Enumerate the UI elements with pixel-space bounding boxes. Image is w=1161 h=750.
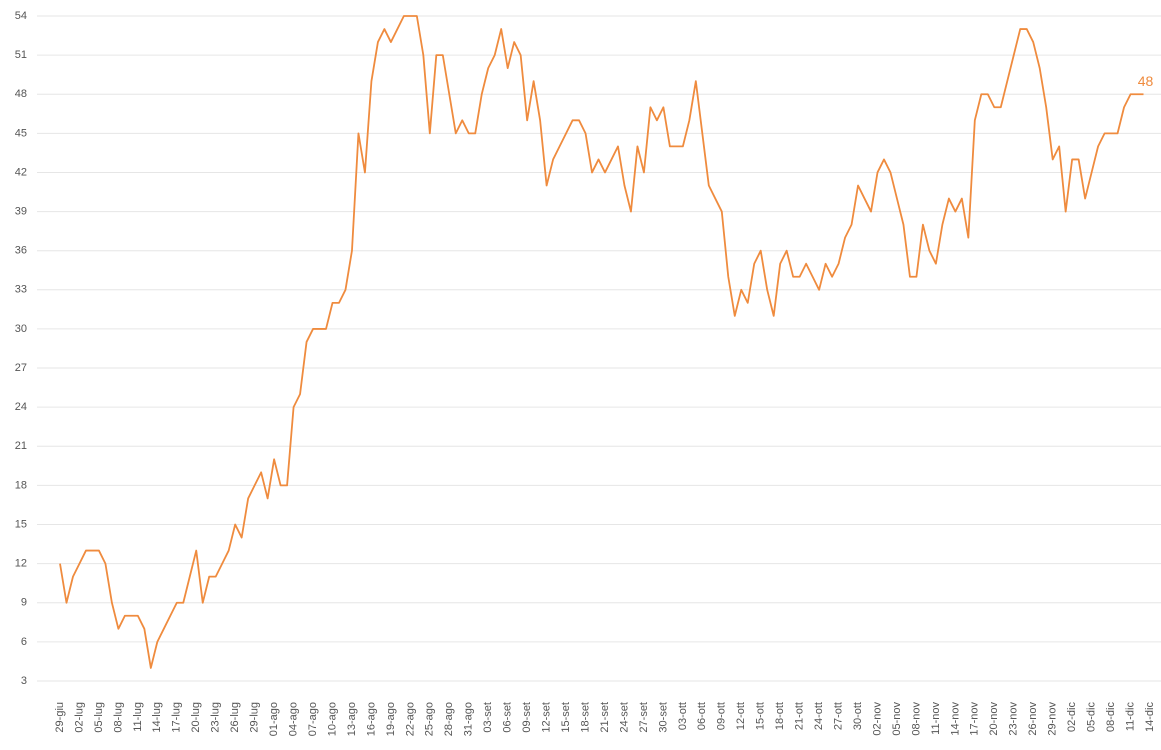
x-tick-label: 11-lug bbox=[132, 702, 144, 732]
y-tick-label: 3 bbox=[21, 675, 27, 687]
y-tick-label: 39 bbox=[15, 205, 27, 217]
x-tick-label: 01-ago bbox=[268, 702, 280, 736]
x-tick-label: 02-dic bbox=[1066, 702, 1078, 732]
y-tick-label: 45 bbox=[15, 127, 27, 139]
x-tick-label: 14-lug bbox=[151, 702, 163, 733]
x-tick-label: 23-nov bbox=[1008, 702, 1020, 736]
y-tick-label: 15 bbox=[15, 518, 27, 530]
y-tick-label: 54 bbox=[15, 10, 27, 22]
y-tick-label: 30 bbox=[15, 323, 27, 335]
y-tick-label: 18 bbox=[15, 479, 27, 491]
y-tick-label: 12 bbox=[15, 558, 27, 570]
y-tick-label: 6 bbox=[21, 636, 27, 648]
x-tick-label: 19-ago bbox=[385, 702, 397, 736]
x-tick-label: 06-ott bbox=[696, 702, 708, 730]
x-tick-label: 07-ago bbox=[307, 702, 319, 736]
x-tick-label: 06-set bbox=[502, 702, 514, 733]
x-tick-label: 10-ago bbox=[326, 702, 338, 736]
x-tick-label: 27-ott bbox=[832, 702, 844, 730]
x-tick-label: 22-ago bbox=[404, 702, 416, 736]
x-tick-label: 11-dic bbox=[1124, 702, 1136, 732]
x-tick-label: 14-dic bbox=[1144, 702, 1156, 732]
x-tick-label: 03-ott bbox=[677, 702, 689, 730]
x-tick-label: 20-lug bbox=[190, 702, 202, 733]
x-tick-label: 24-ott bbox=[813, 702, 825, 730]
x-tick-label: 28-ago bbox=[443, 702, 455, 736]
x-tick-label: 13-ago bbox=[346, 702, 358, 736]
x-tick-label: 29-lug bbox=[249, 702, 261, 733]
x-tick-label: 05-lug bbox=[93, 702, 105, 733]
x-tick-label: 29-giu bbox=[54, 702, 66, 733]
x-tick-label: 25-ago bbox=[424, 702, 436, 736]
x-tick-label: 21-set bbox=[599, 702, 611, 733]
x-tick-label: 11-nov bbox=[930, 702, 942, 735]
x-tick-label: 30-set bbox=[657, 702, 669, 733]
x-tick-label: 17-nov bbox=[969, 702, 981, 736]
x-tick-label: 05-nov bbox=[891, 702, 903, 736]
y-tick-label: 51 bbox=[15, 49, 27, 61]
x-tick-label: 05-dic bbox=[1086, 702, 1098, 732]
y-tick-label: 21 bbox=[15, 440, 27, 452]
x-tick-label: 08-dic bbox=[1105, 702, 1117, 732]
x-tick-label: 04-ago bbox=[287, 702, 299, 736]
y-tick-label: 42 bbox=[15, 166, 27, 178]
x-tick-label: 30-ott bbox=[852, 702, 864, 730]
x-tick-label: 16-ago bbox=[365, 702, 377, 736]
x-tick-label: 12-ott bbox=[735, 702, 747, 730]
x-tick-label: 09-set bbox=[521, 702, 533, 733]
series-line bbox=[59, 15, 1144, 669]
x-tick-label: 08-lug bbox=[112, 702, 124, 733]
x-tick-label: 17-lug bbox=[171, 702, 183, 733]
x-tick-label: 14-nov bbox=[949, 702, 961, 736]
y-tick-label: 9 bbox=[21, 597, 27, 609]
x-tick-label: 23-lug bbox=[210, 702, 222, 733]
y-tick-label: 24 bbox=[15, 401, 27, 413]
x-tick-label: 20-nov bbox=[988, 702, 1000, 736]
x-tick-label: 02-nov bbox=[871, 702, 883, 736]
y-tick-label: 33 bbox=[15, 284, 27, 296]
x-tick-label: 27-set bbox=[638, 702, 650, 733]
x-tick-label: 26-lug bbox=[229, 702, 241, 733]
y-tick-label: 27 bbox=[15, 362, 27, 374]
last-value-label: 48 bbox=[1138, 73, 1154, 89]
x-tick-label: 03-set bbox=[482, 702, 494, 733]
y-tick-label: 36 bbox=[15, 245, 27, 257]
x-tick-label: 18-set bbox=[579, 702, 591, 733]
x-tick-label: 09-ott bbox=[716, 702, 728, 730]
x-tick-label: 21-ott bbox=[794, 702, 806, 730]
x-tick-label: 31-ago bbox=[463, 702, 475, 736]
x-tick-label: 02-lug bbox=[73, 702, 85, 733]
x-tick-label: 26-nov bbox=[1027, 702, 1039, 736]
x-tick-label: 15-set bbox=[560, 702, 572, 733]
x-tick-label: 29-nov bbox=[1047, 702, 1059, 736]
x-tick-label: 08-nov bbox=[910, 702, 922, 736]
x-tick-label: 12-set bbox=[541, 702, 553, 733]
x-tick-label: 24-set bbox=[618, 702, 630, 733]
y-tick-label: 48 bbox=[15, 88, 27, 100]
x-tick-label: 15-ott bbox=[755, 702, 767, 730]
x-tick-label: 18-ott bbox=[774, 702, 786, 730]
